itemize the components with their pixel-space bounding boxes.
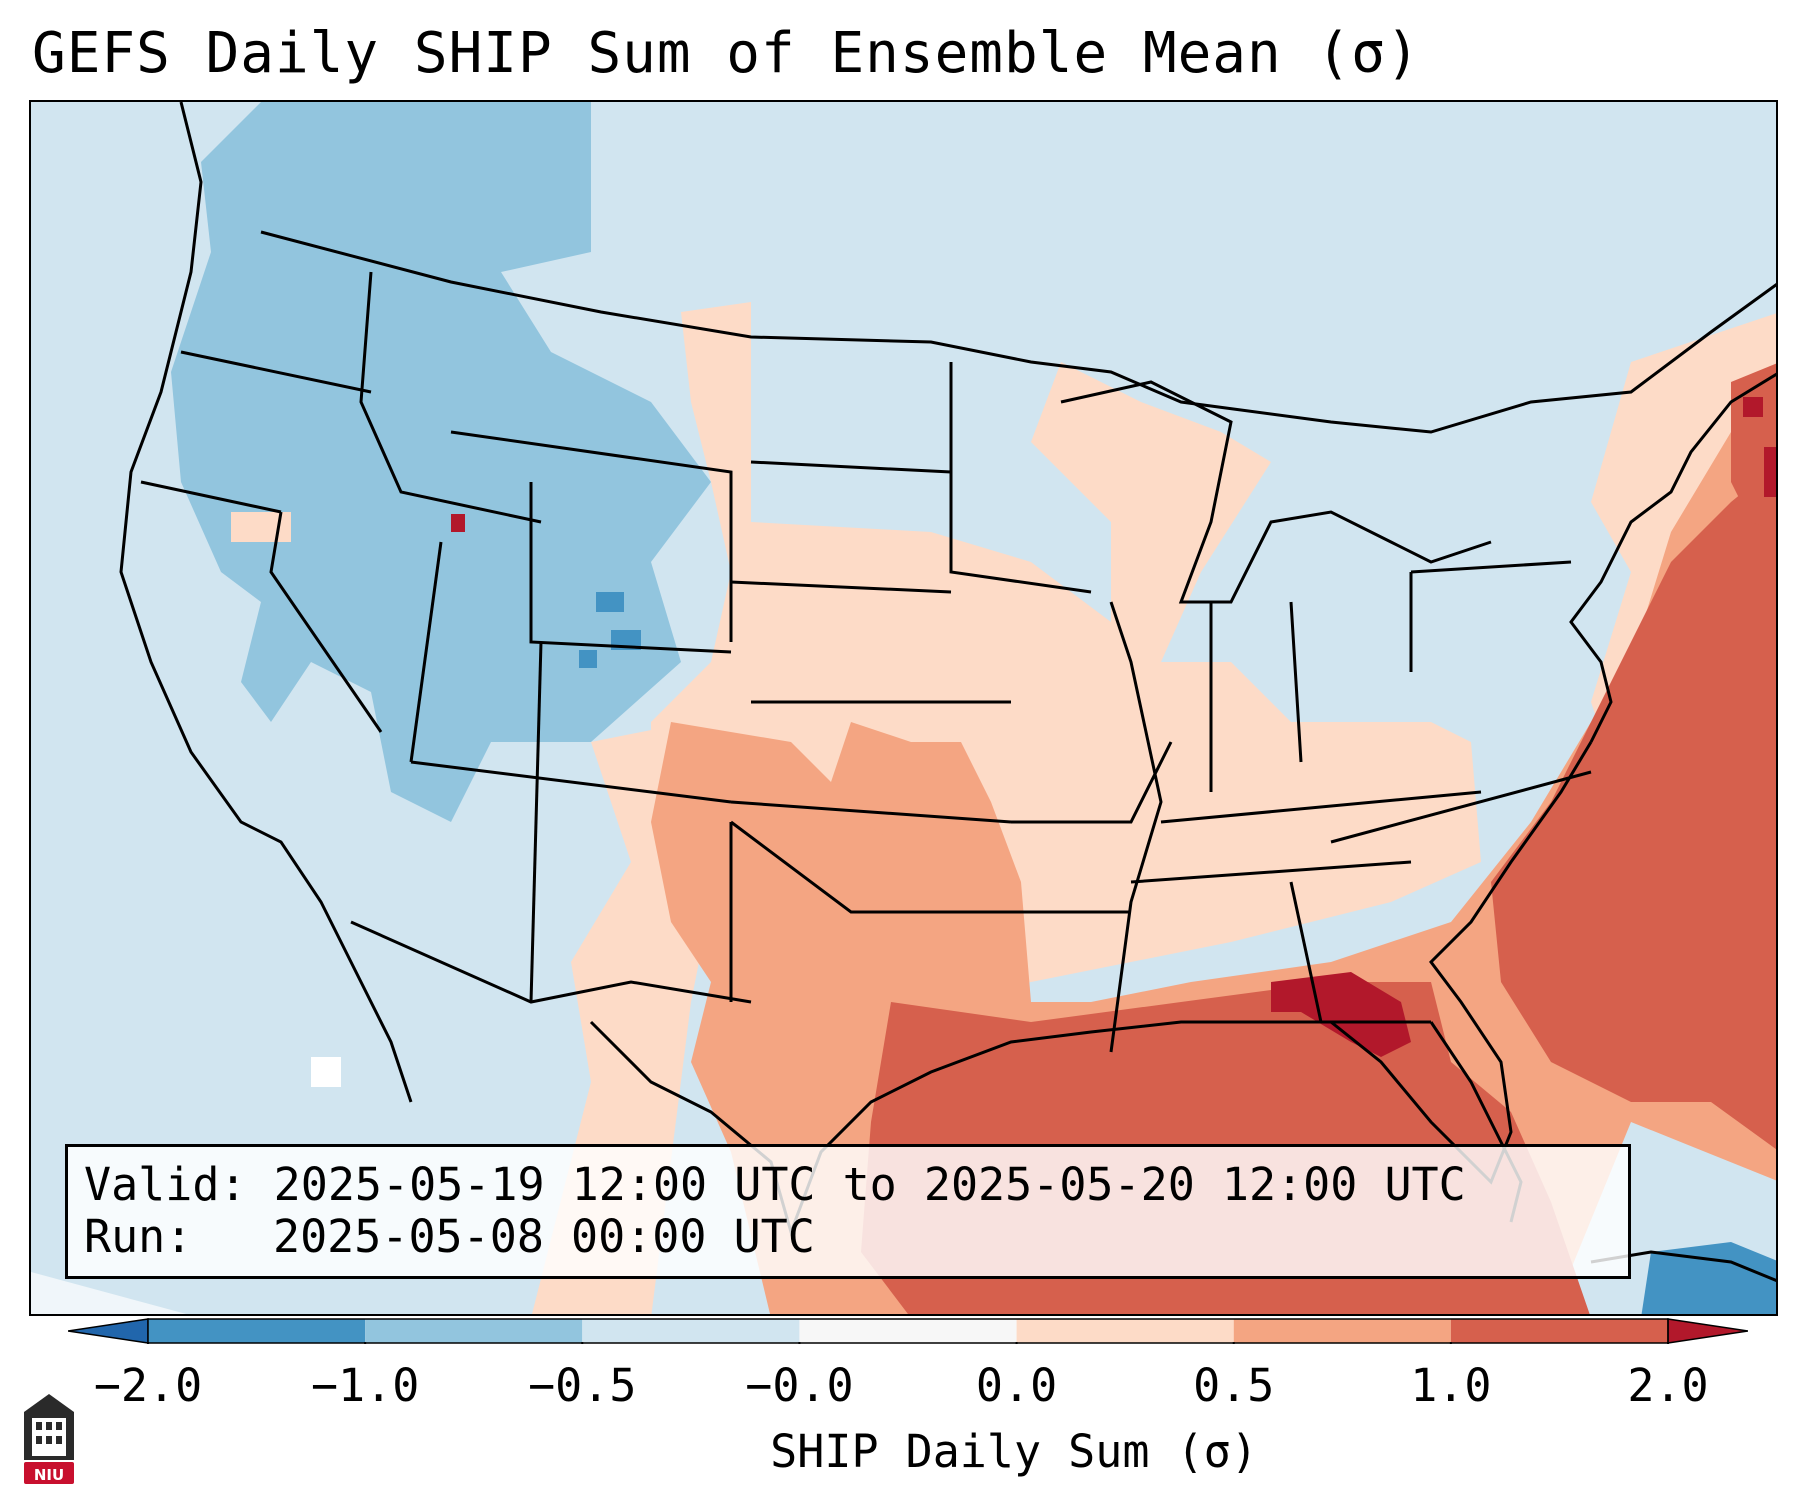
valid-line: Valid: 2025-05-19 12:00 UTC to 2025-05-2… bbox=[84, 1159, 1466, 1211]
valid-value: 2025-05-19 12:00 UTC to 2025-05-20 12:00… bbox=[273, 1158, 1466, 1211]
map-svg bbox=[31, 102, 1776, 1314]
colorbar-outline bbox=[147, 1318, 1669, 1344]
colorbar-bin bbox=[1233, 1319, 1451, 1343]
state-line-or-ca bbox=[140, 480, 282, 514]
state-line-wy-co bbox=[529, 482, 732, 654]
colorbar-bin bbox=[799, 1319, 1017, 1343]
state-line-nv-ca bbox=[269, 511, 383, 733]
field-florida-peak bbox=[1271, 972, 1411, 1057]
colorbar-tick-label: −0.5 bbox=[528, 1359, 637, 1412]
field-oregon-moderate bbox=[231, 252, 391, 462]
colorbar-bin bbox=[1450, 1319, 1668, 1343]
colorbar bbox=[68, 1318, 1748, 1344]
colorbar-tick-label: 2.0 bbox=[1627, 1359, 1709, 1412]
colorbar-extend-low bbox=[68, 1318, 149, 1344]
field-colorado-strong-3 bbox=[579, 650, 597, 668]
state-line-mississippi bbox=[1109, 601, 1163, 1053]
niu-logo-icon bbox=[24, 1394, 74, 1484]
pacific-coastline bbox=[119, 102, 413, 1103]
colorbar-tick-label: −0.0 bbox=[745, 1359, 854, 1412]
run-line: Run: 2025-05-08 00:00 UTC bbox=[84, 1211, 815, 1263]
state-line-ny-pa bbox=[1410, 560, 1572, 574]
colorbar-tick-label: 1.0 bbox=[1410, 1359, 1492, 1412]
field-ok-moderate bbox=[851, 742, 971, 862]
state-line-in-oh bbox=[1289, 601, 1303, 763]
state-line-ok-tx bbox=[730, 820, 1011, 914]
great-lakes-outline bbox=[1060, 380, 1492, 604]
colorbar-bin bbox=[582, 1319, 800, 1343]
colorbar-tick-label: −2.0 bbox=[93, 1359, 203, 1412]
field-pacific-light bbox=[31, 1272, 187, 1314]
field-utah-peak bbox=[451, 514, 465, 532]
field-ne-peak-2 bbox=[1764, 447, 1776, 497]
state-line-az-mexico bbox=[350, 920, 752, 1004]
field-nevada-pos bbox=[231, 512, 291, 542]
valid-label: Valid: bbox=[84, 1158, 247, 1211]
field-cuba-blue bbox=[1641, 1242, 1776, 1314]
colorbar-bin bbox=[365, 1319, 583, 1343]
colorbar-tick-label: 0.0 bbox=[975, 1359, 1058, 1412]
run-value: 2025-05-08 00:00 UTC bbox=[273, 1210, 815, 1263]
state-line-wa-or bbox=[180, 350, 372, 394]
state-line-mo-ar bbox=[1011, 741, 1173, 824]
state-line-id bbox=[359, 271, 542, 524]
state-line-mt-wy bbox=[450, 430, 733, 642]
canada-border bbox=[260, 230, 1776, 434]
state-line-al-ga bbox=[1289, 881, 1323, 1023]
atlantic-coastline bbox=[1569, 372, 1776, 743]
state-line-va-nc bbox=[1330, 770, 1592, 844]
colorbar-bin bbox=[1016, 1319, 1234, 1343]
field-baja-white bbox=[311, 1057, 341, 1087]
state-line-nv-ut bbox=[409, 541, 443, 763]
colorbar-tick-label: −1.0 bbox=[310, 1359, 420, 1412]
field-colorado-strong-1 bbox=[596, 592, 624, 612]
page-title: GEFS Daily SHIP Sum of Ensemble Mean (σ) bbox=[32, 21, 1421, 86]
niu-logo-text: NIU bbox=[33, 1466, 65, 1484]
colorbar-label: SHIP Daily Sum (σ) bbox=[770, 1425, 1258, 1478]
state-line-tn-ky bbox=[1160, 790, 1482, 824]
colorbar-extend-high bbox=[1667, 1318, 1748, 1344]
field-atlantic-strong bbox=[1491, 465, 1776, 1150]
state-line-az-nm bbox=[410, 760, 732, 804]
run-label: Run: bbox=[84, 1210, 193, 1263]
valid-time-box: Valid: 2025-05-19 12:00 UTC to 2025-05-2… bbox=[65, 1144, 1631, 1279]
state-line-mn-ia bbox=[949, 362, 1092, 594]
state-line-nd-sd bbox=[750, 460, 952, 474]
field-ne-peak-1 bbox=[1743, 397, 1763, 417]
state-line-sd-ne bbox=[730, 580, 952, 594]
niu-logo: NIU bbox=[20, 1390, 78, 1486]
boundaries-layer bbox=[119, 102, 1776, 1282]
colorbar-bin bbox=[148, 1319, 366, 1343]
colorbar-tick-label: 0.5 bbox=[1193, 1359, 1275, 1412]
state-line-co-nm bbox=[529, 641, 543, 1003]
map-panel bbox=[29, 100, 1778, 1316]
state-line-ks-ok bbox=[730, 800, 1012, 824]
state-line-tn-al bbox=[1130, 860, 1412, 884]
